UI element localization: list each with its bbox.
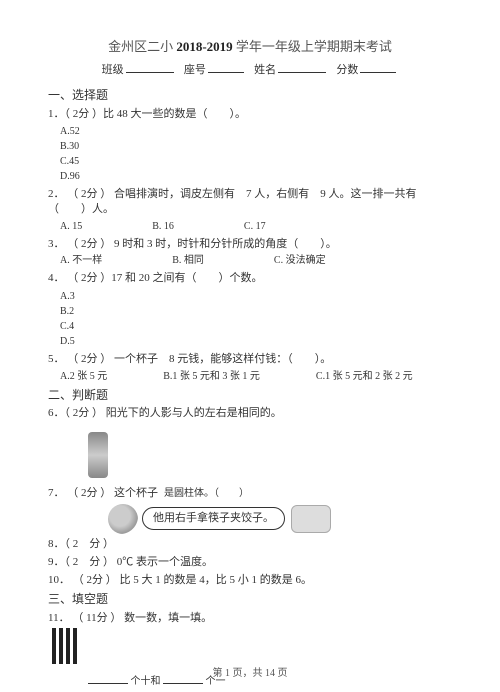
bottle-image [88,432,108,478]
q4-c: C.4 [60,319,452,334]
mouse-icon [108,504,138,534]
section-1: 一、选择题 [48,87,452,103]
q5-a: A.2 张 5 元 [60,370,107,384]
class-blank [126,62,174,73]
q4: 4． （ 2分 ）17 和 20 之间有（ ）个数。 [48,271,452,286]
q5-opts: A.2 张 5 元 B.1 张 5 元和 3 张 1 元 C.1 张 5 元和 … [60,370,452,384]
tally-image [52,628,92,668]
score-label: 分数 [336,64,358,76]
q2-a: A. 15 [60,220,82,234]
title-post: 学年一年级上学期期末考试 [233,39,392,54]
hand-icon [291,505,331,533]
section-2: 二、判断题 [48,387,452,403]
q7: 7． （ 2分 ） 这个杯子 [48,486,158,501]
q5-c: C.1 张 5 元和 2 张 2 元 [316,370,413,384]
seat-label: 座号 [184,64,206,76]
info-row: 班级 座号 姓名 分数 [48,62,452,78]
q4-opts: A.3 B.2 C.4 D.5 [60,289,452,349]
q10: 10． （ 2分 ） 比 5 大 1 的数是 4，比 5 小 1 的数是 6。 [48,573,452,588]
q1-opts: A.52 B.30 C.45 D.96 [60,124,452,184]
q7-illustration: 他用右手拿筷子夹饺子。 [108,504,452,534]
q1-c: C.45 [60,154,452,169]
q3-c: C. 没法确定 [274,254,326,268]
q2-b: B. 16 [152,220,174,234]
q3-b: B. 相同 [172,254,204,268]
q7-tail: 是圆柱体。（ ） [164,487,249,501]
q5-b: B.1 张 5 元和 3 张 1 元 [163,370,260,384]
q3-opts: A. 不一样 B. 相同 C. 没法确定 [60,254,452,268]
q6: 6．（ 2分 ） 阳光下的人影与人的左右是相同的。 [48,406,452,421]
q1: 1．（ 2分 ）比 48 大一些的数是（ ）。 [48,107,452,122]
q2-opts: A. 15 B. 16 C. 17 [60,220,452,234]
q9: 9．（ 2 分 ） 0℃ 表示一个温度。 [48,555,452,570]
score-blank [360,62,396,73]
q4-a: A.3 [60,289,452,304]
seat-blank [208,62,244,73]
q7-row: 7． （ 2分 ） 这个杯子 是圆柱体。（ ） [48,483,452,504]
speech-bubble: 他用右手拿筷子夹饺子。 [142,507,285,530]
q2-c: C. 17 [244,220,266,234]
q4-d: D.5 [60,334,452,349]
title-year: 2018-2019 [176,39,232,54]
q8: 8．（ 2 分 ） [48,537,452,552]
q1-d: D.96 [60,169,452,184]
title-pre: 金州区二小 [108,39,176,54]
q3: 3． （ 2分 ） 9 时和 3 时，时针和分针所成的角度（ ）。 [48,237,452,252]
q2: 2． （ 2分 ） 合唱排演时，调皮左侧有 7 人，右侧有 9 人。这一排一共有… [48,187,452,217]
q1-b: B.30 [60,139,452,154]
q3-a: A. 不一样 [60,254,102,268]
class-label: 班级 [102,64,124,76]
q1-a: A.52 [60,124,452,139]
name-label: 姓名 [254,64,276,76]
section-3: 三、填空题 [48,591,452,607]
name-blank [278,62,326,73]
q5: 5． （ 2分 ） 一个杯子 8 元钱，能够这样付钱：（ ）。 [48,352,452,367]
q11: 11． （ 11分 ） 数一数，填一填。 [48,611,452,626]
q4-b: B.2 [60,304,452,319]
page-title: 金州区二小 2018-2019 学年一年级上学期期末考试 [48,38,452,56]
page-footer: 第 1 页，共 14 页 [0,667,500,681]
